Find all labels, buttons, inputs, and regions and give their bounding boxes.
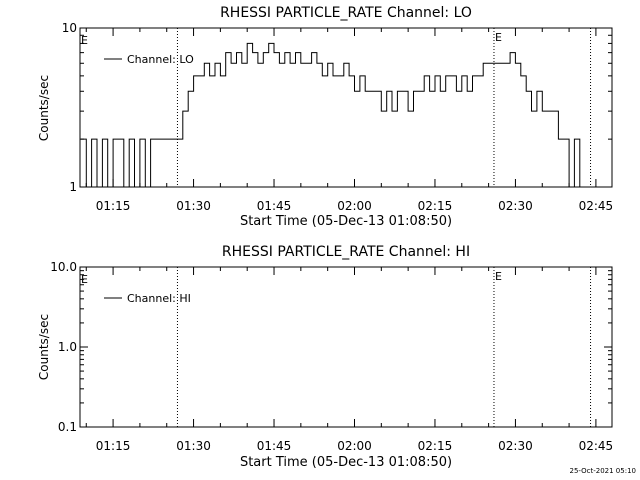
panel1-series-line [80, 42, 593, 188]
panel2-y-tick-label: 0.1 [58, 420, 77, 434]
panel2-legend-label: Channel: HI [127, 292, 191, 305]
panel1-x-axis-label: Start Time (05-Dec-13 01:08:50) [240, 214, 452, 229]
panel2-x-axis-label: Start Time (05-Dec-13 01:08:50) [240, 455, 452, 470]
panel2-plot-frame [79, 266, 613, 428]
panel2-corner-label: E [81, 273, 88, 286]
panel1-corner-label: E [81, 34, 88, 47]
panel2-y-tick-label: 10.0 [50, 260, 77, 274]
panel2-x-tick-label: 02:00 [337, 439, 372, 453]
panel1-x-tick-label: 01:15 [96, 199, 131, 213]
panel1-x-tick-label: 01:30 [176, 199, 211, 213]
panel2-x-tick-label: 01:45 [257, 439, 292, 453]
panel1-x-tick-label: 02:15 [418, 199, 453, 213]
panel2-event-marker-label: E [495, 270, 502, 283]
panel1-y-tick-label: 10 [62, 21, 77, 35]
panel1-x-tick-label: 01:45 [257, 199, 292, 213]
panel1-x-tick-label: 02:30 [498, 199, 533, 213]
panel2-y-axis-label: Counts/sec [37, 314, 51, 380]
panel1-x-tick-label: 02:45 [579, 199, 614, 213]
panel1-y-tick-label: 1 [69, 180, 77, 194]
panel1-title: RHESSI PARTICLE_RATE Channel: LO [220, 5, 472, 21]
panel2-x-tick-label: 02:30 [498, 439, 533, 453]
panel1-event-marker-label: E [495, 31, 502, 44]
panel2-x-tick-label: 02:45 [579, 439, 614, 453]
panel1-x-tick-label: 02:00 [337, 199, 372, 213]
panel1-plot-frame [79, 27, 613, 188]
panel2-x-tick-label: 01:30 [176, 439, 211, 453]
panel2-x-tick-label: 02:15 [418, 439, 453, 453]
panel2-x-tick-label: 01:15 [96, 439, 131, 453]
panel2-title: RHESSI PARTICLE_RATE Channel: HI [222, 244, 470, 260]
footer-timestamp: 25-Oct-2021 05:10 [570, 467, 636, 475]
panel1-y-axis-label: Counts/sec [37, 75, 51, 141]
panel2-y-tick-label: 1.0 [58, 340, 77, 354]
panel1-legend-label: Channel: LO [127, 53, 194, 66]
